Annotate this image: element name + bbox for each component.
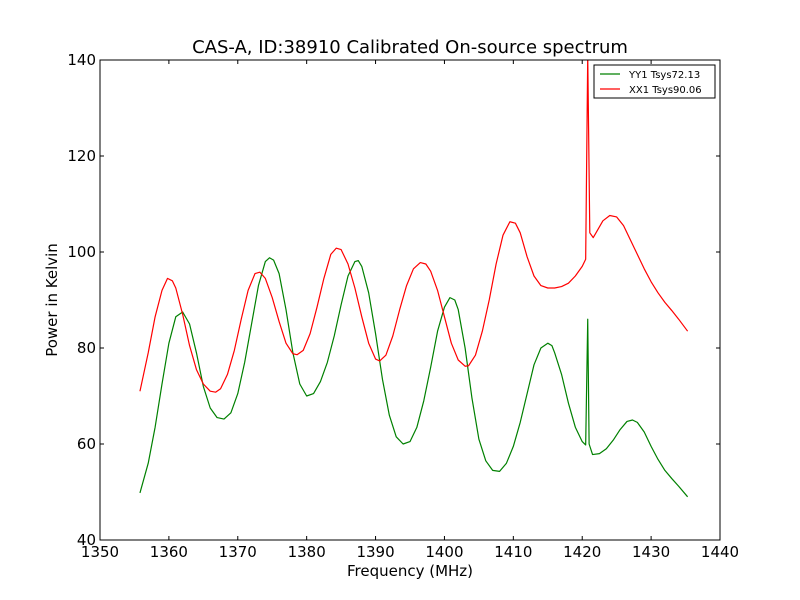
x-tick-label: 1400 xyxy=(425,543,463,561)
x-tick-label: 1370 xyxy=(219,543,257,561)
series-line-1 xyxy=(139,257,689,498)
chart-title: CAS-A, ID:38910 Calibrated On-source spe… xyxy=(192,37,628,58)
x-tick-label: 1440 xyxy=(701,543,739,561)
x-tick-label: 1360 xyxy=(150,543,188,561)
x-tick-label: 1410 xyxy=(494,543,532,561)
y-tick-label: 140 xyxy=(67,51,96,69)
y-tick-label: 100 xyxy=(67,243,96,261)
legend: YY1 Tsys72.13 XX1 Tsys90.06 xyxy=(593,64,716,99)
y-tick-label: 80 xyxy=(77,339,96,357)
x-tick-label: 1390 xyxy=(356,543,394,561)
x-axis-label: Frequency (MHz) xyxy=(347,562,473,580)
plot-area-frame xyxy=(99,59,721,541)
y-axis-label: Power in Kelvin xyxy=(43,243,61,357)
legend-box xyxy=(593,64,716,99)
legend-label-1: YY1 Tsys72.13 xyxy=(628,70,700,81)
series-line-2 xyxy=(139,60,689,393)
x-axis: 1350 1360 1370 1380 1390 1400 1410 1420 1430 1440 xyxy=(81,60,739,561)
x-tick-label: 1350 xyxy=(81,543,119,561)
x-tick-label: 1380 xyxy=(288,543,326,561)
series-layer xyxy=(139,60,689,498)
y-tick-label: 40 xyxy=(77,531,96,549)
y-axis: 40 60 80 100 120 140 xyxy=(67,51,720,549)
legend-label-2: XX1 Tsys90.06 xyxy=(629,85,702,96)
x-tick-label: 1430 xyxy=(632,543,670,561)
y-tick-label: 60 xyxy=(77,435,96,453)
y-tick-label: 120 xyxy=(67,147,96,165)
x-tick-label: 1420 xyxy=(563,543,601,561)
